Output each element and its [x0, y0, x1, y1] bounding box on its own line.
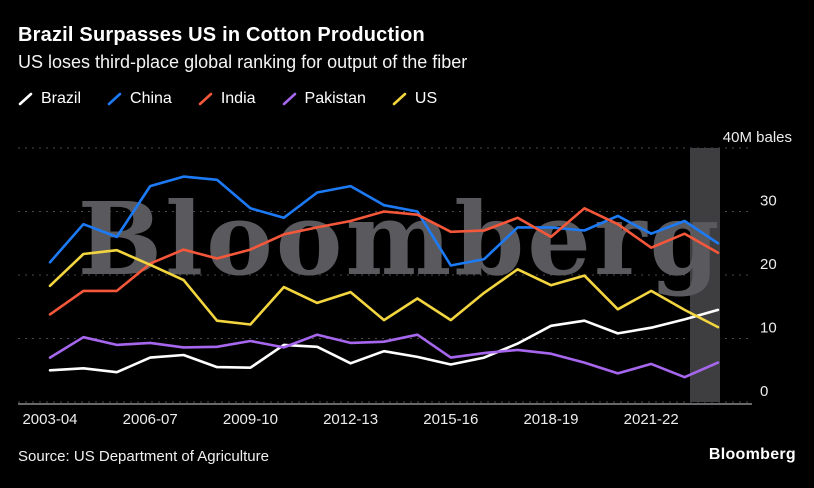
legend: Brazil China India Pakistan US	[18, 90, 437, 108]
legend-swatch-icon	[107, 92, 122, 106]
legend-swatch-icon	[392, 92, 407, 106]
legend-label: US	[414, 90, 438, 107]
y-tick-label: 0	[760, 383, 768, 400]
y-tick-label: 20	[760, 256, 777, 273]
legend-item-china: China	[107, 90, 172, 108]
x-tick-label: 2015-16	[423, 411, 478, 428]
legend-item-brazil: Brazil	[18, 90, 81, 108]
series-line-brazil	[48, 308, 720, 374]
source-note: Source: US Department of Agriculture	[18, 448, 269, 465]
x-tick-label: 2021-22	[624, 411, 679, 428]
legend-label: Brazil	[41, 90, 82, 107]
legend-item-us: US	[392, 90, 437, 108]
legend-label: Pakistan	[304, 90, 366, 107]
series-line-india	[48, 207, 720, 316]
x-tick-label: 2009-10	[223, 411, 278, 428]
legend-swatch-icon	[18, 92, 33, 106]
current-season-highlight-band	[690, 148, 720, 402]
x-tick-label: 2018-19	[523, 411, 578, 428]
y-tick-label: 30	[760, 193, 777, 210]
legend-label: China	[130, 90, 172, 107]
chart-title: Brazil Surpasses US in Cotton Production	[18, 24, 425, 46]
bloomberg-watermark: Bloomberg	[78, 180, 723, 298]
legend-swatch-icon	[198, 92, 213, 106]
chart-subtitle: US loses third-place global ranking for …	[18, 52, 468, 72]
legend-label: India	[220, 90, 256, 107]
legend-swatch-icon	[282, 92, 296, 106]
series-line-china	[48, 175, 720, 267]
x-tick-label: 2006-07	[123, 411, 178, 428]
series-line-us	[48, 248, 720, 329]
x-tick-label: 2003-04	[22, 411, 77, 428]
y-tick-label: 40M bales	[723, 129, 792, 146]
legend-item-pakistan: Pakistan	[282, 90, 366, 108]
bloomberg-logo: Bloomberg	[708, 446, 796, 463]
series-line-pakistan	[48, 333, 720, 379]
x-tick-label: 2012-13	[323, 411, 378, 428]
legend-item-india: India	[198, 90, 256, 108]
y-tick-label: 10	[760, 320, 777, 337]
